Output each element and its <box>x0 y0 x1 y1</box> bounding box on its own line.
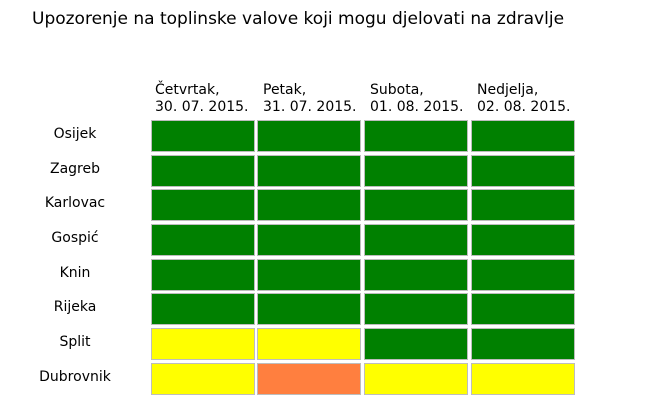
warning-cell <box>364 120 468 152</box>
row-label: Rijeka <box>53 299 97 315</box>
column-date: 01. 08. 2015. <box>370 99 464 115</box>
warning-cell <box>364 328 468 360</box>
warning-cell <box>257 363 361 395</box>
warning-cell <box>471 189 575 221</box>
row-label: Karlovac <box>44 195 106 211</box>
warning-cell <box>151 224 255 256</box>
column-date: 02. 08. 2015. <box>477 99 571 115</box>
column-header: Četvrtak, 30. 07. 2015. <box>155 82 249 116</box>
column-header: Subota, 01. 08. 2015. <box>370 82 464 116</box>
warning-cell <box>471 224 575 256</box>
column-header: Petak, 31. 07. 2015. <box>263 82 357 116</box>
column-header: Nedjelja, 02. 08. 2015. <box>477 82 571 116</box>
warning-cell <box>471 259 575 291</box>
warning-cell <box>364 259 468 291</box>
row-label: Zagreb <box>49 161 100 177</box>
warning-cell <box>364 293 468 325</box>
column-date: 31. 07. 2015. <box>263 99 357 115</box>
warning-cell <box>151 328 255 360</box>
warning-cell <box>364 363 468 395</box>
warning-cell <box>364 224 468 256</box>
warning-cell <box>257 293 361 325</box>
warning-cell <box>257 120 361 152</box>
warning-cell <box>151 293 255 325</box>
row-label: Knin <box>59 265 91 281</box>
warning-cell <box>151 155 255 187</box>
warning-cell <box>471 328 575 360</box>
row-label: Split <box>59 334 91 350</box>
column-day: Nedjelja, <box>477 82 539 98</box>
warning-cell <box>257 328 361 360</box>
column-day: Četvrtak, <box>155 82 220 98</box>
row-label: Gospić <box>51 230 99 246</box>
warning-cell <box>471 293 575 325</box>
warning-cell <box>151 120 255 152</box>
warning-cell <box>151 363 255 395</box>
row-label: Osijek <box>53 126 97 142</box>
warning-cell <box>364 155 468 187</box>
warning-cell <box>471 155 575 187</box>
warning-cell <box>257 259 361 291</box>
chart-title: Upozorenje na toplinske valove koji mogu… <box>32 9 565 29</box>
warning-cell <box>364 189 468 221</box>
warning-cell <box>257 189 361 221</box>
warning-cell <box>471 120 575 152</box>
warning-cell <box>151 259 255 291</box>
warning-cell <box>257 155 361 187</box>
column-date: 30. 07. 2015. <box>155 99 249 115</box>
row-label: Dubrovnik <box>39 369 111 385</box>
warning-cell <box>471 363 575 395</box>
column-day: Petak, <box>263 82 307 98</box>
warning-cell <box>257 224 361 256</box>
column-day: Subota, <box>370 82 424 98</box>
warning-cell <box>151 189 255 221</box>
